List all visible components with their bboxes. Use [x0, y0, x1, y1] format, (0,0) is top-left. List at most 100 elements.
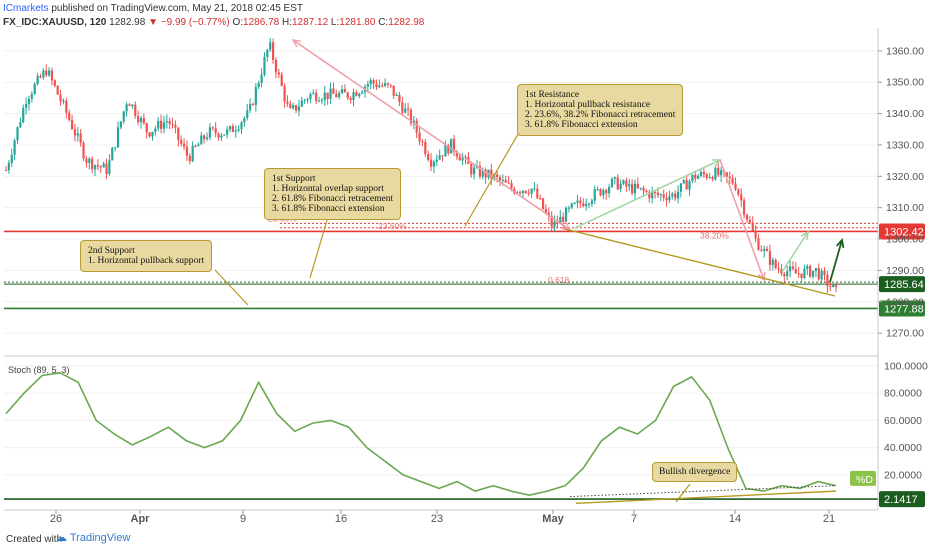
candle-body — [45, 70, 48, 76]
candle-body — [56, 85, 59, 95]
candle-body — [306, 99, 309, 101]
level-tag-label-support2: 1277.88 — [884, 303, 924, 315]
note-bullish-divergence[interactable]: Bullish divergence — [652, 462, 738, 482]
candle-body — [671, 193, 674, 197]
candle-body — [398, 94, 401, 103]
candle-body — [240, 122, 243, 130]
stochastic-pane: Stoch (89, 5, 3) %D 2.1417 — [4, 365, 925, 508]
candle-body — [424, 141, 427, 155]
candle-body — [691, 174, 694, 182]
candle-body — [435, 159, 438, 162]
note-support-1[interactable]: 1st Support 1. Horizontal overlap suppor… — [264, 168, 402, 220]
candle-body — [679, 183, 683, 192]
note-support-2[interactable]: 2nd Support 1. Horizontal pullback suppo… — [80, 240, 213, 272]
candle-body — [705, 174, 708, 178]
candle-body — [378, 85, 381, 88]
candle-body — [642, 187, 645, 191]
note-resistance[interactable]: 1st Resistance 1. Horizontal pullback re… — [517, 84, 684, 136]
candle-body — [742, 200, 746, 215]
note-support-1-line-1: 1. Horizontal overlap support — [272, 184, 384, 194]
candle-body — [622, 180, 625, 184]
chart-header: ICmarkets published on TradingView.com, … — [0, 0, 932, 30]
candle-body — [409, 109, 413, 124]
candle-body — [814, 268, 817, 271]
candle-body — [432, 161, 436, 167]
candle-body — [562, 216, 565, 222]
candle-body — [452, 138, 456, 152]
candle-body — [648, 191, 651, 199]
candle-body — [765, 248, 769, 252]
candle-body — [346, 92, 349, 98]
note-support-1-title: 1st Support — [272, 174, 316, 184]
candle-body — [59, 94, 62, 102]
candle-body — [651, 192, 654, 199]
candle-body — [740, 194, 743, 201]
candle-body — [13, 140, 16, 155]
candle-body — [145, 123, 148, 133]
candle-body — [65, 100, 68, 113]
candle-body — [541, 198, 545, 210]
candle-body — [806, 265, 809, 269]
candle-body — [714, 167, 717, 180]
candle-body — [533, 188, 536, 190]
arrow-dark-green-target-head — [836, 238, 845, 249]
symbol-label[interactable]: FX_IDC:XAUUSD, 120 — [3, 17, 107, 28]
candle-body — [148, 132, 151, 137]
candle-body — [162, 122, 166, 129]
time-tick-label: 16 — [335, 513, 347, 525]
candle-body — [286, 101, 289, 104]
candle-body — [760, 249, 763, 251]
stoch-d-label: %D — [856, 474, 873, 486]
candle-body — [294, 105, 298, 111]
axes: 1270.00 1280.00 1290.00 1300.00 1310.00 1320.… — [4, 28, 928, 525]
candle-body — [30, 93, 33, 99]
candle-body — [197, 144, 200, 147]
candle-body — [694, 174, 697, 179]
arrow-green-small — [781, 231, 809, 273]
candle-body — [421, 141, 424, 143]
candle-body — [811, 270, 815, 277]
candle-body — [745, 214, 749, 220]
candle-body — [415, 120, 418, 133]
candle-body — [593, 189, 596, 201]
stoch-tick-label: 80.0000 — [884, 388, 922, 400]
candle-body — [788, 266, 792, 272]
candle-body — [102, 163, 105, 168]
arrow-green-impulse — [574, 159, 721, 229]
candle-body — [530, 188, 533, 194]
price-tick-label: 1300.00 — [886, 234, 924, 246]
candle-body — [521, 190, 525, 194]
price-tick-label: 1280.00 — [886, 296, 924, 308]
candle-body — [93, 165, 97, 170]
annotations: 23.60%23.60%38.20%0.618 — [214, 39, 845, 503]
candle-body — [395, 94, 398, 96]
candle-body — [53, 80, 56, 86]
candle-body — [573, 202, 576, 204]
candle-body — [470, 163, 473, 175]
candle-body — [47, 70, 51, 76]
low-label: L: — [330, 17, 340, 28]
candle-body — [223, 134, 226, 136]
candle-body — [630, 184, 634, 194]
candle-body — [490, 169, 493, 179]
candle-body — [289, 103, 292, 109]
candle-body — [260, 74, 263, 83]
candle-body — [343, 89, 346, 93]
candle-body — [139, 117, 143, 123]
candle-body — [518, 192, 522, 194]
candle-body — [596, 189, 599, 191]
candle-body — [128, 104, 131, 106]
candle-body — [717, 167, 720, 176]
note-divergence-title: Bullish divergence — [659, 467, 731, 477]
candle-body — [656, 192, 660, 196]
candle-body — [300, 100, 303, 107]
candle-body — [231, 126, 234, 132]
candle-body — [728, 176, 731, 178]
candle-body — [536, 188, 539, 199]
candle-body — [676, 191, 680, 199]
author-link[interactable]: ICmarkets — [3, 3, 49, 14]
tradingview-logo[interactable]: ☁ TradingView — [56, 531, 130, 544]
candle-body — [39, 75, 42, 78]
candle-body — [809, 265, 812, 277]
